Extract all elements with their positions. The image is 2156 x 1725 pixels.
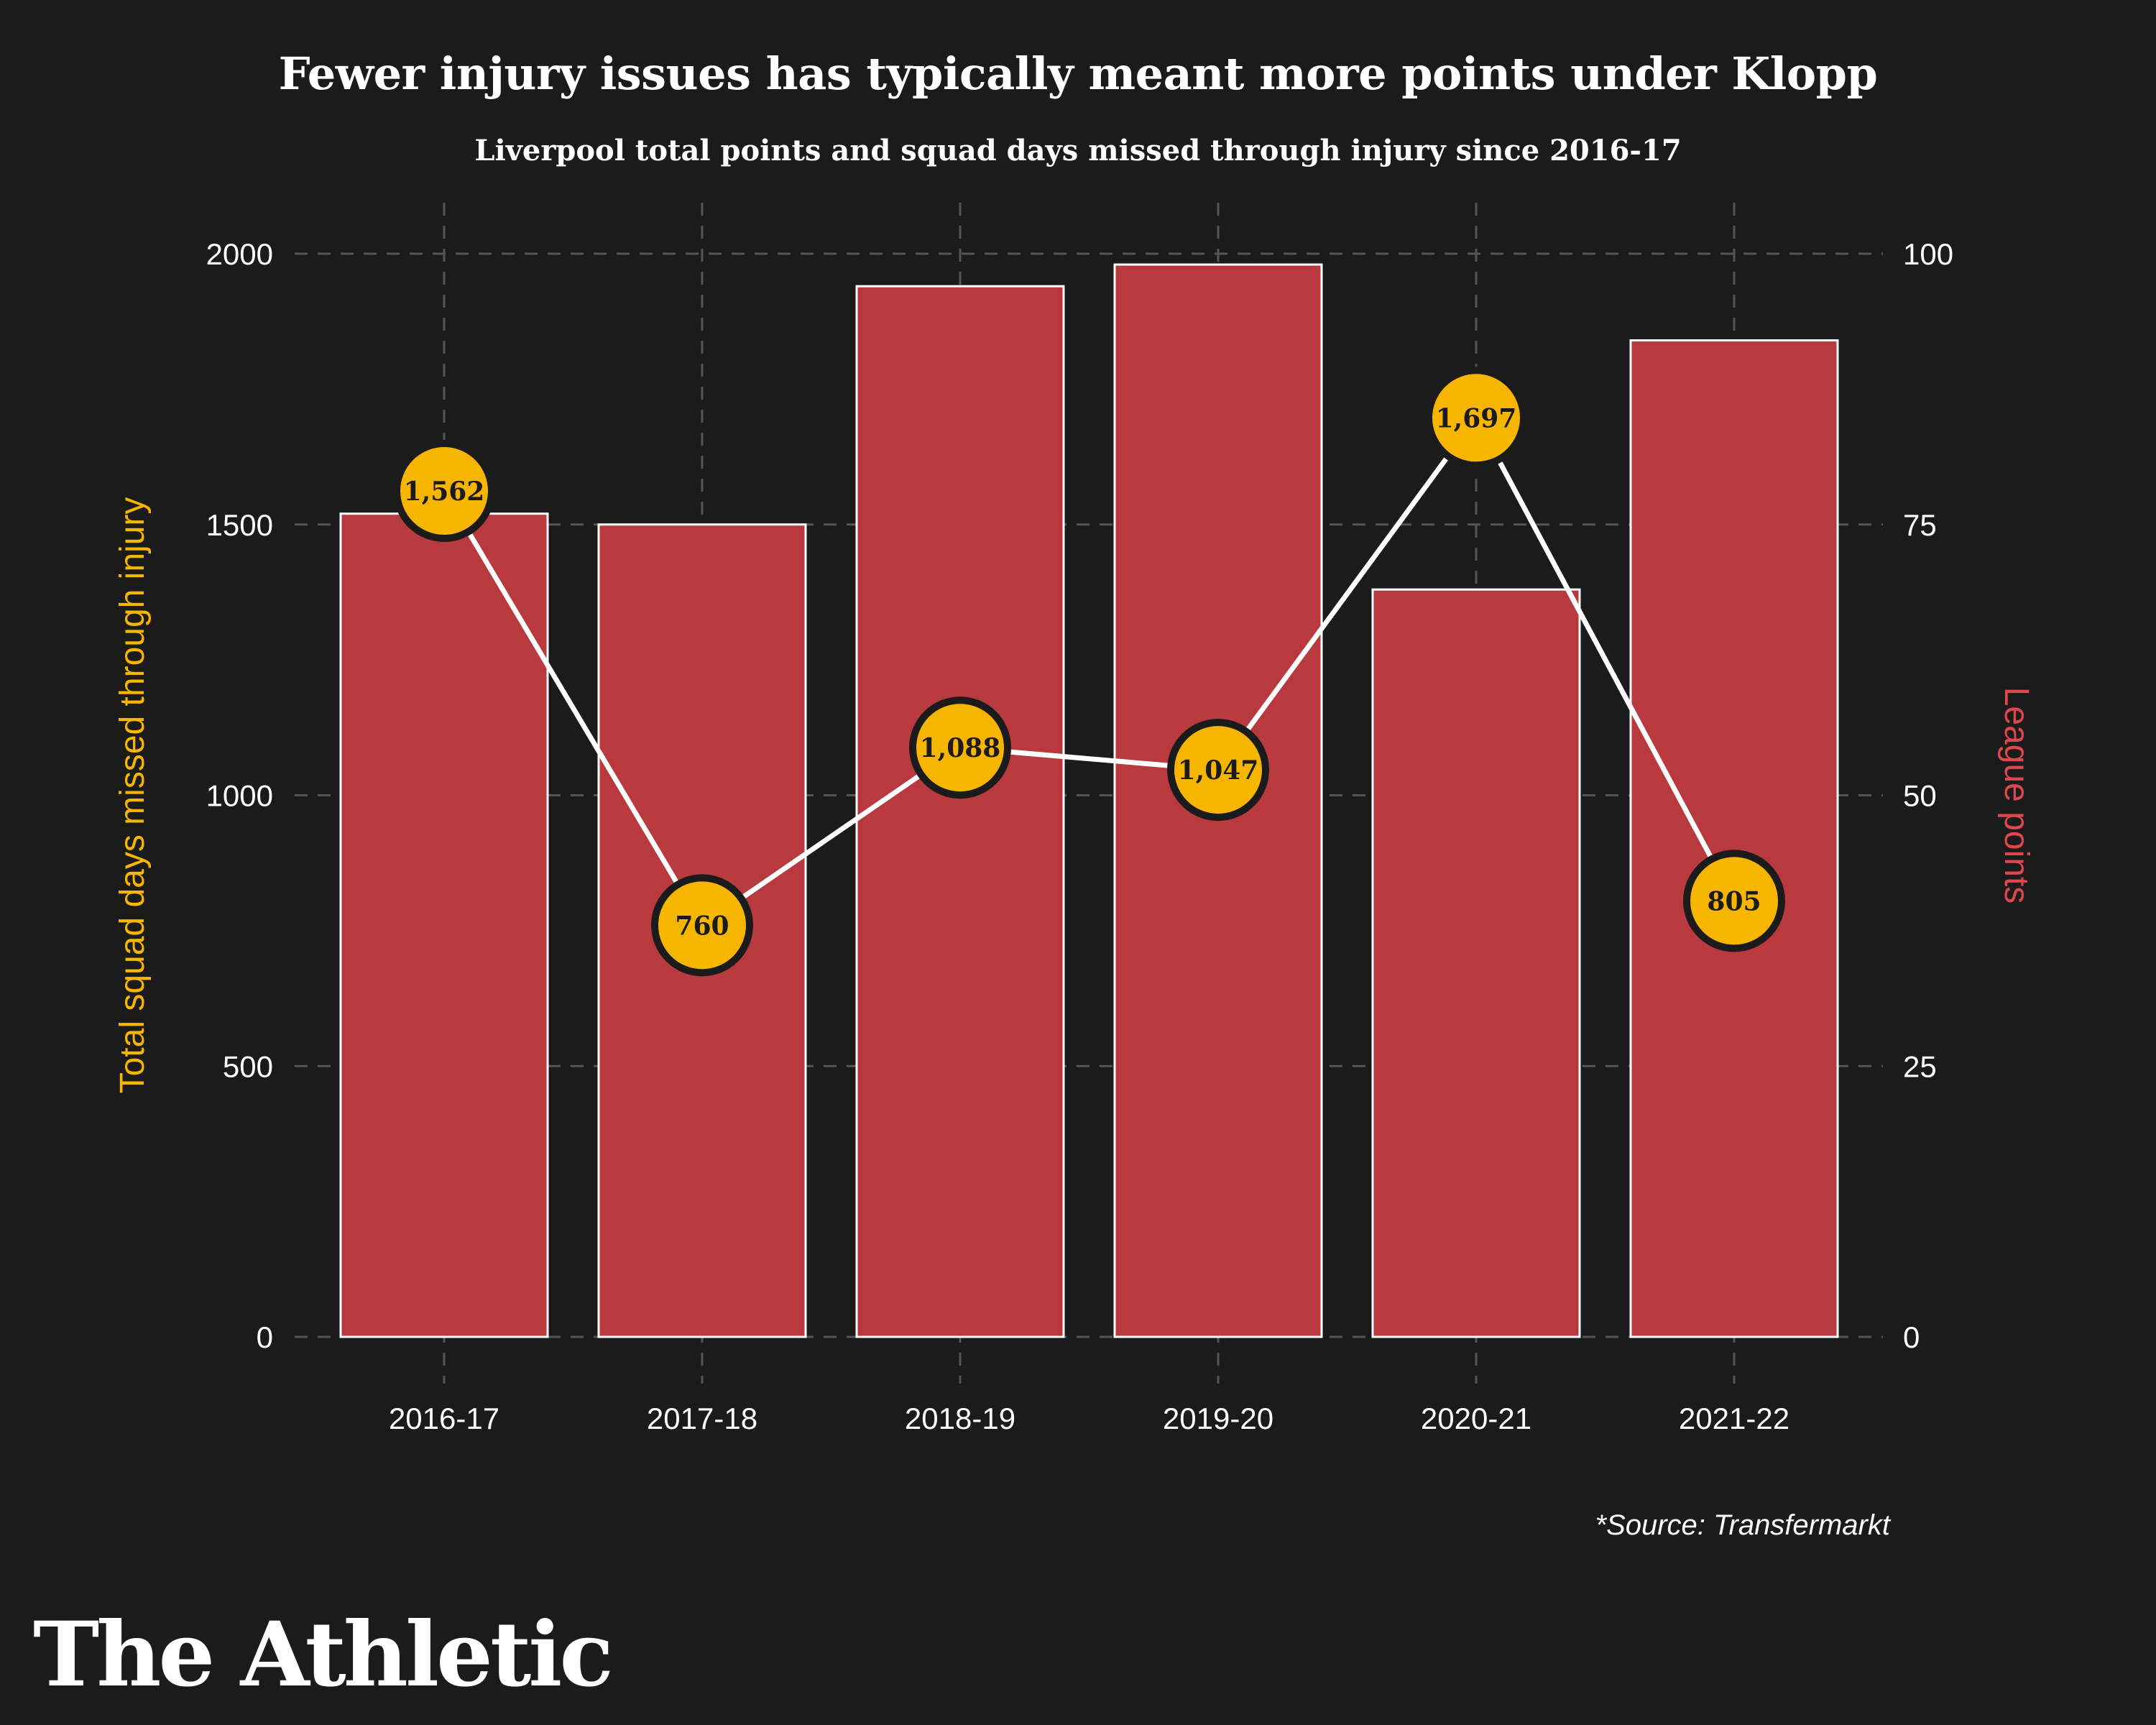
injury-days-marker	[393, 440, 495, 543]
x-tick-label: 2018-19	[905, 1402, 1015, 1435]
x-tick-label: 2017-18	[647, 1402, 757, 1435]
x-tick-label: 2021-22	[1679, 1402, 1789, 1435]
chart-subtitle: Liverpool total points and squad days mi…	[474, 134, 1682, 167]
right-tick-label: 25	[1903, 1049, 1937, 1083]
injury-days-label: 1,088	[920, 733, 1001, 763]
points-bar	[339, 512, 549, 1338]
left-tick-label: 1500	[206, 508, 273, 542]
brand-logo: The Athletic	[33, 1603, 614, 1707]
injury-days-marker	[909, 696, 1011, 799]
right-axis-title: League points	[1997, 687, 2035, 904]
x-tick-label: 2016-17	[389, 1402, 499, 1435]
left-tick-label: 2000	[206, 237, 273, 271]
right-tick-label: 0	[1903, 1320, 1920, 1354]
injury-days-marker	[1683, 850, 1785, 952]
points-bar	[1371, 588, 1581, 1338]
injury-days-label: 760	[675, 911, 729, 941]
injury-days-marker	[1425, 367, 1527, 469]
injury-days-line	[441, 415, 1737, 928]
x-tick-label: 2020-21	[1421, 1402, 1531, 1435]
injury-days-label: 1,047	[1178, 755, 1259, 786]
left-tick-label: 1000	[206, 779, 273, 813]
chart-title: Fewer injury issues has typically meant …	[278, 47, 1878, 100]
injury-days-label: 1,697	[1436, 403, 1517, 433]
injury-days-marker	[1167, 719, 1269, 822]
injury-days-label: 1,562	[404, 477, 485, 507]
right-tick-label: 50	[1903, 779, 1937, 813]
right-tick-label: 100	[1903, 237, 1953, 271]
left-tick-label: 0	[257, 1320, 273, 1354]
injury-days-marker	[651, 874, 753, 977]
injury-days-label: 805	[1707, 886, 1761, 916]
points-bar	[855, 285, 1065, 1338]
points-bar	[1629, 339, 1839, 1338]
left-tick-label: 500	[223, 1049, 273, 1083]
right-tick-label: 75	[1903, 508, 1937, 542]
x-tick-label: 2019-20	[1163, 1402, 1273, 1435]
left-axis-title: Total squad days missed through injury	[114, 497, 152, 1094]
source-note: *Source: Transfermarkt	[1595, 1509, 1891, 1541]
